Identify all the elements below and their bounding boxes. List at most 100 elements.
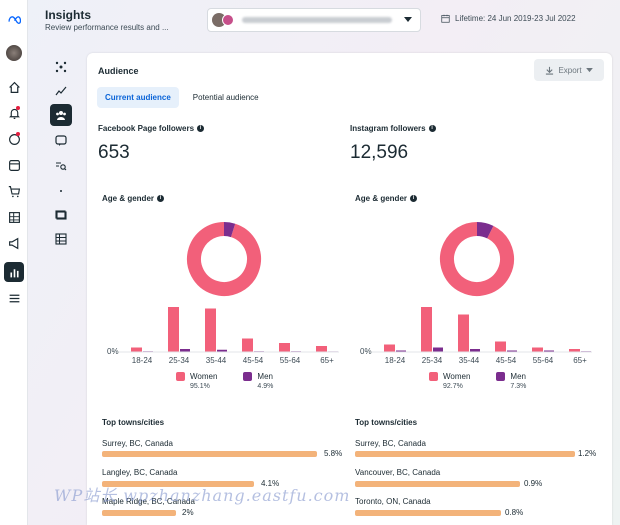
dot-icon[interactable]: [50, 180, 72, 202]
legend-men-pct: 4.9%: [257, 383, 274, 390]
facebook-towns-label: Top towns/cities: [102, 418, 165, 427]
donut-women-slice: [187, 222, 261, 296]
audience-icon[interactable]: [50, 104, 72, 126]
x-tick-label: 25-34: [422, 356, 443, 365]
legend-women-pct: 92.7%: [443, 383, 463, 390]
menu-icon[interactable]: [5, 289, 23, 307]
avatar[interactable]: [5, 44, 23, 62]
bar-women: [569, 349, 580, 352]
facebook-town-bar: [102, 510, 176, 516]
x-tick-label: 18-24: [132, 356, 153, 365]
audience-card: Audience Export Current audience Potenti…: [87, 53, 612, 525]
bar-men: [507, 350, 517, 352]
audience-tabs: Current audience Potential audience: [97, 87, 267, 108]
info-icon[interactable]: i: [428, 125, 436, 132]
instagram-badge-icon: [222, 14, 234, 26]
insights-icon[interactable]: [4, 262, 24, 282]
info-icon[interactable]: i: [157, 195, 165, 202]
instagram-followers-label-text: Instagram followers: [350, 124, 426, 133]
instagram-zero-label: 0%: [360, 347, 372, 356]
tab-potential-audience[interactable]: Potential audience: [192, 93, 259, 102]
instagram-town-name: Surrey, BC, Canada: [355, 439, 426, 448]
overview-icon[interactable]: [50, 56, 72, 78]
facebook-age-gender-label-text: Age & gender: [102, 194, 155, 203]
legend-men: Men 4.9%: [243, 372, 273, 390]
instagram-legend: Women 92.7% Men 7.3%: [429, 372, 526, 390]
legend-women: Women 95.1%: [176, 372, 217, 390]
facebook-town-name: Maple Ridge, BC, Canada: [102, 497, 195, 506]
bar-women: [131, 347, 142, 352]
x-tick-label: 45-54: [496, 356, 517, 365]
messages-badge: [16, 132, 20, 136]
facebook-town-name: Langley, BC, Canada: [102, 468, 178, 477]
x-tick-label: 55-64: [533, 356, 554, 365]
meta-logo-icon[interactable]: [5, 10, 23, 28]
home-icon[interactable]: [5, 78, 23, 96]
legend-men-label: Men: [257, 372, 273, 381]
bar-women: [495, 341, 506, 352]
instagram-town-bar: [355, 510, 501, 516]
bar-women: [532, 347, 543, 352]
trends-icon[interactable]: [50, 80, 72, 102]
export-label: Export: [558, 65, 582, 75]
men-swatch: [496, 372, 506, 381]
donut-women-slice: [440, 222, 514, 296]
account-name-blurred: [242, 17, 392, 23]
account-selector[interactable]: [207, 8, 421, 32]
notifications-icon[interactable]: [5, 104, 23, 122]
instagram-town-bar: [355, 451, 575, 457]
instagram-town-value: 1.2%: [578, 449, 597, 458]
card-title: Audience: [98, 66, 139, 76]
x-tick-label: 65+: [320, 356, 334, 365]
content-icon[interactable]: [5, 156, 23, 174]
bar-men: [544, 350, 554, 352]
legend-women-label: Women: [443, 372, 471, 381]
export-button[interactable]: Export: [534, 59, 604, 81]
facebook-followers-label: Facebook Page followers i: [98, 124, 205, 133]
info-icon[interactable]: i: [197, 125, 205, 132]
content-chat-icon[interactable]: [50, 130, 72, 152]
info-icon[interactable]: i: [410, 195, 418, 202]
bar-women: [458, 314, 469, 352]
instagram-age-gender-label: Age & gender i: [355, 194, 418, 203]
donut-men-slice: [187, 222, 261, 296]
legend-men-label: Men: [510, 372, 526, 381]
bar-men: [433, 347, 443, 352]
facebook-town-bar: [102, 481, 254, 487]
facebook-town-value: 4.1%: [261, 479, 280, 488]
bar-men: [180, 349, 190, 352]
watermark: WP站长 wpzhanzhang.eastfu.com: [54, 486, 351, 505]
facebook-followers-value: 653: [98, 142, 130, 163]
facebook-followers-label-text: Facebook Page followers: [98, 124, 195, 133]
shop-icon[interactable]: [5, 182, 23, 200]
search-insights-icon[interactable]: [50, 155, 72, 177]
age-gender-charts: 18-24 25-34 35-44 45-54 55-64 65+ 18-24 25-34 35…: [119, 222, 592, 365]
facebook-legend: Women 95.1% Men 4.9%: [176, 372, 273, 390]
download-icon: [546, 66, 554, 75]
chevron-down-icon: [585, 67, 593, 72]
bar-women: [242, 338, 253, 352]
instagram-followers-value: 12,596: [350, 142, 409, 163]
x-tick-label: 45-54: [243, 356, 264, 365]
facebook-town-name: Surrey, BC, Canada: [102, 439, 173, 448]
legend-women: Women 92.7%: [429, 372, 470, 390]
donut-men-slice: [440, 222, 514, 296]
bar-women: [168, 307, 179, 352]
calendar-icon: [441, 14, 450, 23]
facebook-age-gender-label: Age & gender i: [102, 194, 165, 203]
date-range-picker[interactable]: Lifetime: 24 Jun 2019-23 Jul 2022: [441, 14, 576, 23]
global-nav-rail: [0, 0, 28, 525]
megaphone-icon[interactable]: [5, 234, 23, 252]
legend-men-pct: 7.3%: [510, 383, 527, 390]
messages-icon[interactable]: [5, 130, 23, 148]
bar-women: [421, 307, 432, 352]
x-tick-label: 55-64: [280, 356, 301, 365]
tab-current-audience[interactable]: Current audience: [97, 87, 179, 108]
x-tick-label: 25-34: [169, 356, 190, 365]
bar-women: [316, 346, 327, 352]
grid-icon[interactable]: [5, 208, 23, 226]
table-icon[interactable]: [50, 228, 72, 250]
legend-women-pct: 95.1%: [190, 383, 210, 390]
gallery-icon[interactable]: [50, 204, 72, 226]
x-tick-label: 35-44: [459, 356, 480, 365]
